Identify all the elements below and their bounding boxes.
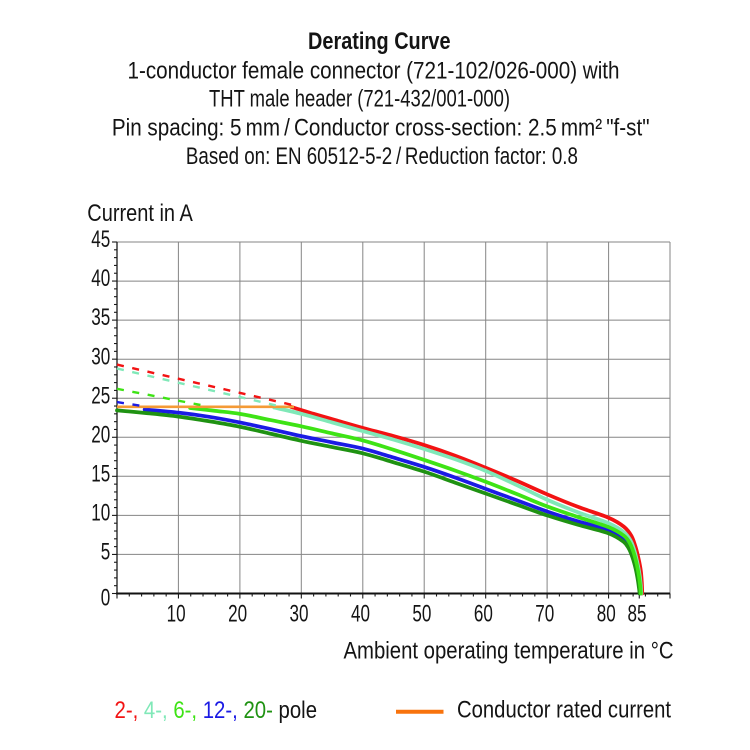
svg-text:70: 70 (535, 601, 554, 628)
svg-text:Current in A: Current in A (87, 200, 193, 227)
svg-text:Based on: EN 60512-5-2 / Reduc: Based on: EN 60512-5-2 / Reduction facto… (186, 143, 578, 170)
svg-text:85: 85 (628, 601, 647, 628)
svg-text:45: 45 (91, 226, 110, 253)
svg-text:40: 40 (91, 265, 110, 292)
svg-text:Derating Curve: Derating Curve (308, 28, 451, 55)
svg-text:0: 0 (101, 585, 111, 612)
svg-text:5: 5 (101, 539, 111, 566)
svg-text:2-, 4-, 6-, 12-, 20- pole: 2-, 4-, 6-, 12-, 20- pole (115, 696, 318, 723)
svg-text:50: 50 (412, 601, 431, 628)
svg-text:Conductor rated current: Conductor rated current (457, 697, 671, 724)
svg-text:Ambient operating temperature: Ambient operating temperature in °C (344, 638, 674, 665)
svg-text:Pin spacing: 5 mm / Conductor: Pin spacing: 5 mm / Conductor cross-sect… (112, 114, 650, 141)
svg-text:20: 20 (91, 421, 110, 448)
svg-text:10: 10 (167, 601, 186, 628)
svg-text:25: 25 (91, 382, 110, 409)
svg-text:1-conductor female connector (: 1-conductor female connector (721-102/02… (128, 57, 620, 84)
svg-text:35: 35 (91, 304, 110, 331)
svg-text:10: 10 (91, 500, 110, 527)
svg-text:15: 15 (91, 460, 110, 487)
svg-text:THT male header (721-432/001-0: THT male header (721-432/001-000) (209, 86, 510, 113)
svg-text:30: 30 (290, 601, 309, 628)
svg-text:80: 80 (597, 601, 616, 628)
svg-text:20: 20 (228, 601, 247, 628)
svg-text:30: 30 (91, 343, 110, 370)
svg-text:60: 60 (474, 601, 493, 628)
svg-text:40: 40 (351, 601, 370, 628)
